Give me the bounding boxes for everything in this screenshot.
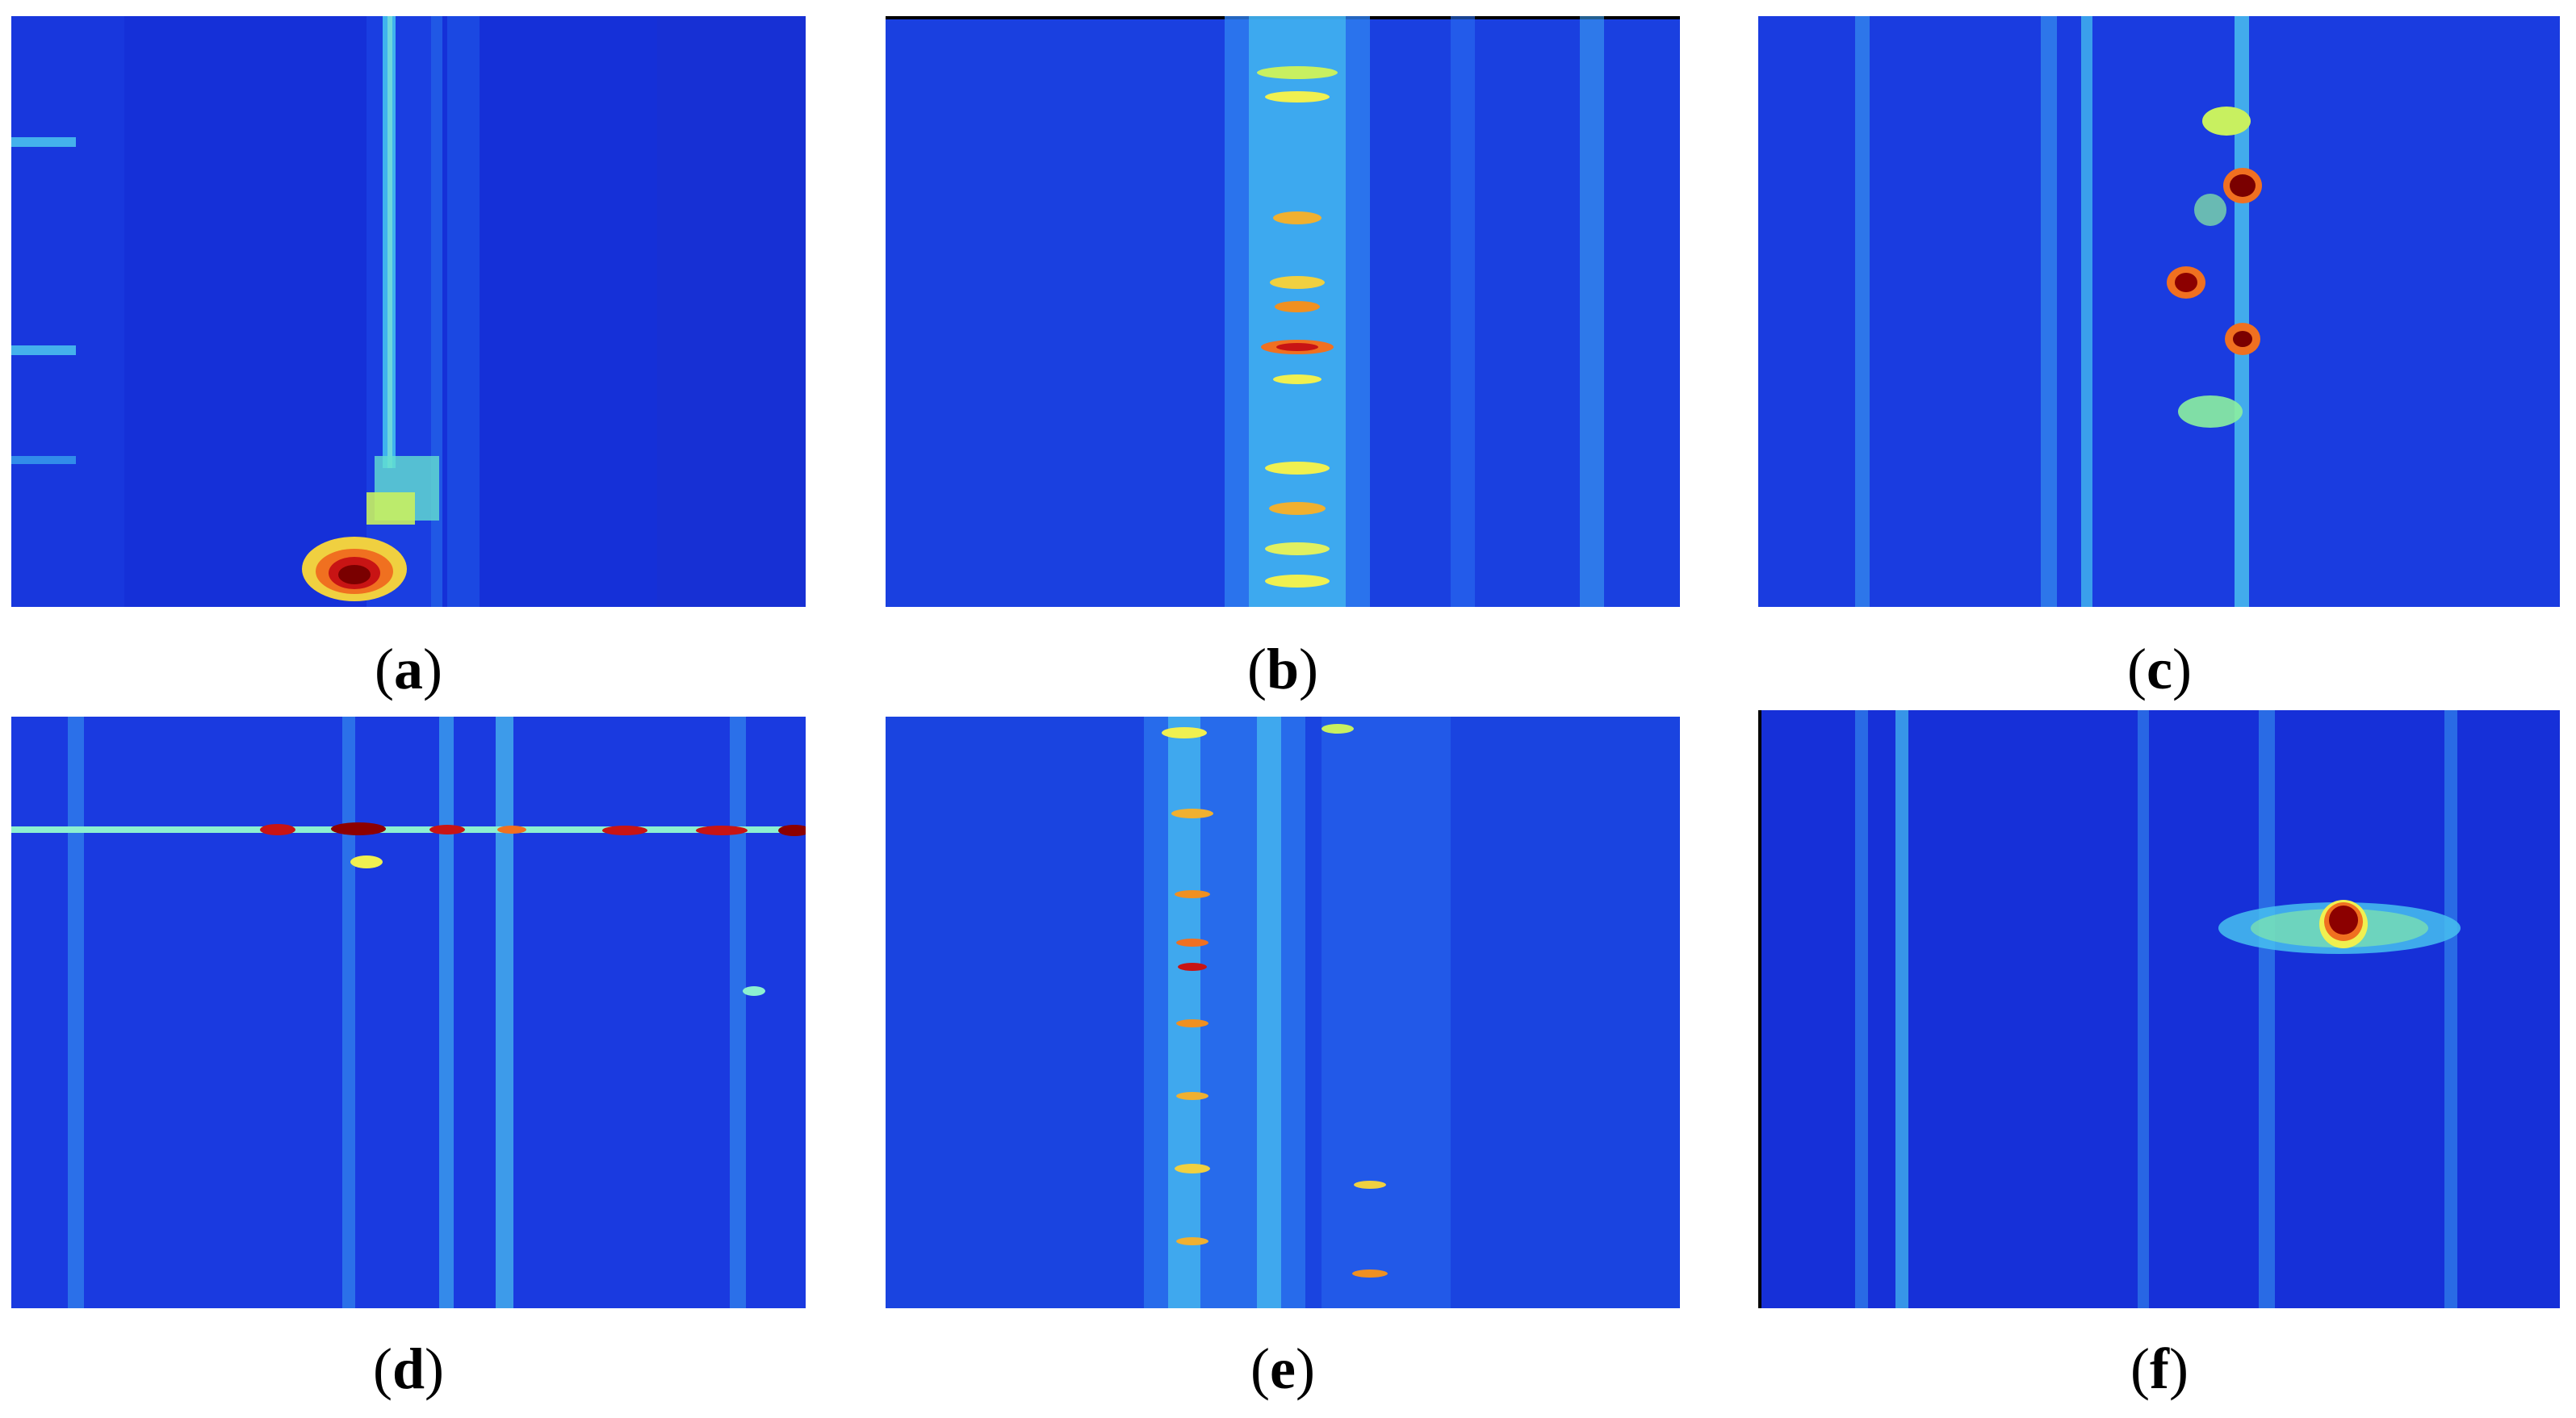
panel-label-c: (c)	[2127, 637, 2192, 701]
spectrogram-image-c	[1758, 16, 2560, 607]
spectrogram-panel-f	[1758, 710, 2560, 1308]
panel-label-a: (a)	[375, 637, 442, 701]
spectrogram-panel-e	[886, 717, 1680, 1308]
panel-label-b: (b)	[1246, 637, 1318, 701]
spectrogram-image-e	[886, 717, 1680, 1308]
spectrogram-panel-c	[1758, 16, 2560, 607]
panel-label-d: (d)	[372, 1336, 444, 1401]
spectrogram-image-a	[11, 16, 806, 607]
spectrogram-image-d	[11, 717, 806, 1308]
spectrogram-panel-a	[11, 16, 806, 607]
panel-label-e: (e)	[1250, 1336, 1315, 1401]
spectrogram-panel-d	[11, 717, 806, 1308]
spectrogram-image-b	[886, 16, 1680, 607]
spectrogram-panel-b	[886, 16, 1680, 607]
panel-label-f: (f)	[2130, 1336, 2189, 1401]
spectrogram-image-f	[1758, 710, 2560, 1308]
